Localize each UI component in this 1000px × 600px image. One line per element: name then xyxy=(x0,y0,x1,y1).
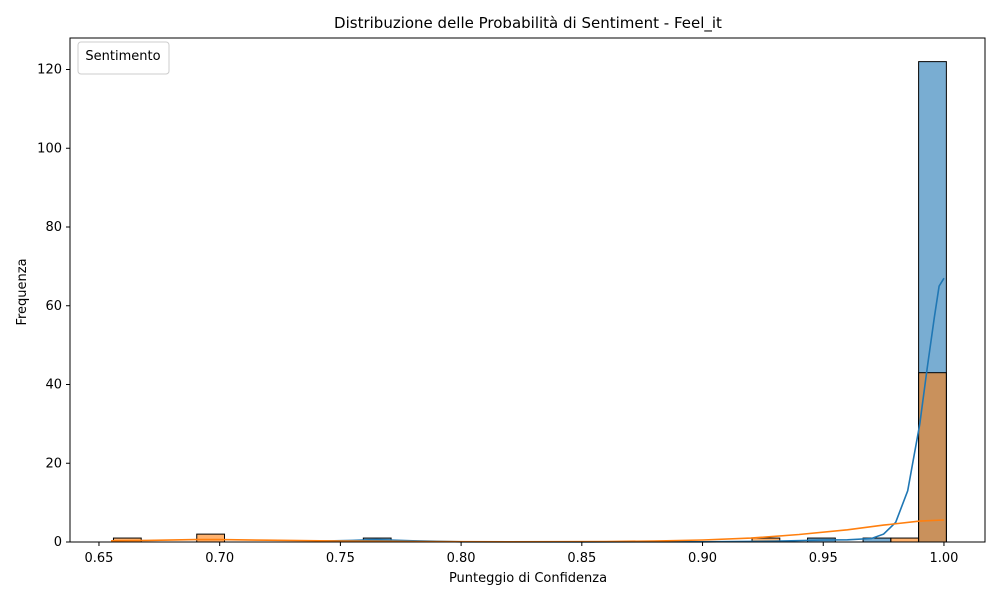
bar-series-2-bin-2 xyxy=(196,533,226,543)
x-tick-label-0.90: 0.90 xyxy=(688,551,717,566)
legend-title: Sentimento xyxy=(85,49,160,64)
x-axis-label: Punteggio di Confidenza xyxy=(449,571,607,586)
legend-box xyxy=(77,41,170,75)
x-tick-label-0.95: 0.95 xyxy=(809,551,838,566)
plot-area: 0.65 0.70 0.75 0.80 0.85 0.90 0.95 1.00 0 20 40 60 8… xyxy=(37,37,986,566)
y-axis-label: Frequenza xyxy=(15,258,30,325)
x-tick-label-0.85: 0.85 xyxy=(567,551,596,566)
x-tick-label-0.80: 0.80 xyxy=(447,551,476,566)
x-tick-label-0.65: 0.65 xyxy=(84,551,113,566)
y-tick-label-60: 60 xyxy=(45,299,62,314)
y-tick-label-100: 100 xyxy=(37,141,62,156)
y-tick-label-0: 0 xyxy=(54,535,62,550)
y-tick-label-20: 20 xyxy=(45,456,62,471)
x-tick-label-0.75: 0.75 xyxy=(326,551,355,566)
y-tick-label-80: 80 xyxy=(45,220,62,235)
legend: Sentimento xyxy=(77,41,170,75)
axes-frame xyxy=(69,37,986,543)
y-tick-label-40: 40 xyxy=(45,378,62,393)
chart-title: Distribuzione delle Probabilità di Senti… xyxy=(334,14,722,33)
kde-curve-series-1 xyxy=(316,277,945,543)
bar-series-2-bin-4 xyxy=(890,537,920,543)
x-tick-label-1.00: 1.00 xyxy=(929,551,958,566)
x-tick-label-0.70: 0.70 xyxy=(205,551,234,566)
y-tick-label-120: 120 xyxy=(37,63,62,78)
